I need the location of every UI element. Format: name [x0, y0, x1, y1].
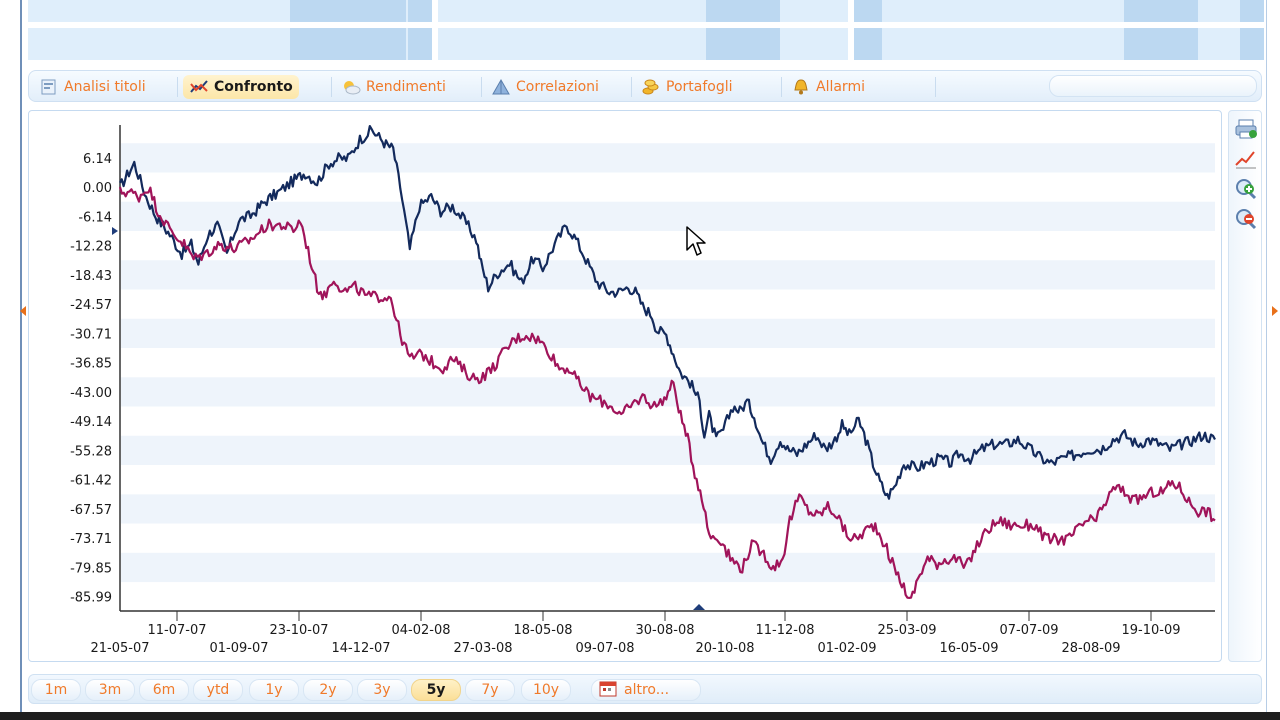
tab-correlazioni[interactable]: Correlazioni	[485, 75, 605, 99]
line-chart-icon[interactable]	[1234, 147, 1258, 171]
tab-allarmi[interactable]: Allarmi	[785, 75, 871, 99]
x-tick-label-lower: 14-12-07	[331, 641, 390, 656]
y-axis-marker-icon[interactable]	[112, 227, 118, 235]
tab-label: Correlazioni	[516, 79, 599, 95]
x-tick-label-upper: 23-10-07	[269, 623, 328, 638]
period-button-3m[interactable]: 3m	[85, 679, 135, 701]
period-button-1m[interactable]: 1m	[31, 679, 81, 701]
y-tick-label: -18.43	[70, 269, 112, 284]
x-tick-label-lower: 27-03-08	[453, 641, 512, 656]
chart-band	[121, 552, 1215, 583]
comparison-chart: 6.14 0.00 -6.14 -12.28 -18.43 -24.57 -30.71 -36…	[70, 125, 1216, 656]
document-chart-icon	[39, 78, 59, 96]
x-tick-label-upper: 18-05-08	[513, 623, 572, 638]
y-tick-label: -67.57	[70, 503, 112, 518]
tab-label: Portafogli	[666, 79, 733, 95]
y-tick-label: -55.28	[70, 444, 112, 459]
x-tick-label-upper: 30-08-08	[635, 623, 694, 638]
tab-bar: Analisi titoli Confronto Rendimenti Corr…	[28, 70, 1262, 102]
period-button-2y[interactable]: 2y	[303, 679, 353, 701]
x-tick-label-upper: 04-02-08	[391, 623, 450, 638]
period-button-10y[interactable]: 10y	[521, 679, 571, 701]
print-icon[interactable]	[1234, 117, 1258, 141]
y-tick-label: -12.28	[70, 240, 112, 255]
x-tick-label-lower: 21-05-07	[90, 641, 149, 656]
period-button-altro[interactable]: altro...	[591, 679, 701, 701]
y-tick-label: -36.85	[70, 357, 112, 372]
period-button-5y[interactable]: 5y	[411, 679, 461, 701]
left-collapse-arrow-icon[interactable]	[20, 306, 26, 316]
series-line-2	[118, 186, 1216, 599]
tab-label: Confronto	[214, 79, 293, 95]
tab-bar-search-box[interactable]	[1049, 75, 1257, 97]
x-tick-label-lower: 28-08-09	[1061, 641, 1120, 656]
period-button-7y[interactable]: 7y	[465, 679, 515, 701]
header-banner	[28, 0, 1264, 60]
left-edge-panel	[0, 0, 22, 712]
y-tick-label: -73.71	[70, 532, 112, 547]
y-tick-label: 0.00	[83, 181, 112, 196]
y-tick-label: 6.14	[83, 152, 112, 167]
y-tick-label: -30.71	[70, 327, 112, 342]
period-button-3y[interactable]: 3y	[357, 679, 407, 701]
period-selector-bar: 1m 3m 6m ytd 1y 2y 3y 5y 7y 10y altro...	[28, 674, 1262, 704]
calendar-icon	[598, 679, 618, 701]
x-tick-label-upper: 19-10-09	[1121, 623, 1180, 638]
zoom-out-icon[interactable]	[1234, 207, 1258, 231]
bottom-edge	[0, 712, 1280, 720]
y-tick-label: -85.99	[70, 591, 112, 606]
x-tick-label-upper: 11-07-07	[147, 623, 206, 638]
period-button-6m[interactable]: 6m	[139, 679, 189, 701]
mouse-cursor-icon	[686, 226, 706, 258]
pyramid-icon	[491, 78, 511, 96]
compare-lines-icon	[189, 78, 209, 96]
right-edge-panel	[1266, 0, 1280, 712]
tab-label: Analisi titoli	[64, 79, 146, 95]
x-tick-label-lower: 01-09-07	[209, 641, 268, 656]
y-tick-label: -43.00	[70, 386, 112, 401]
chart-panel: 6.14 0.00 -6.14 -12.28 -18.43 -24.57 -30.71 -36…	[28, 110, 1222, 662]
x-axis-marker-icon[interactable]	[693, 604, 705, 610]
y-tick-label: -49.14	[70, 415, 112, 430]
coins-icon	[641, 78, 661, 96]
series-line-1	[119, 125, 1216, 500]
chart-band	[121, 201, 1215, 231]
y-tick-label: -61.42	[70, 474, 112, 489]
y-tick-label: -79.85	[70, 561, 112, 576]
tab-label: Rendimenti	[366, 79, 446, 95]
chart-tools-rail	[1228, 110, 1262, 662]
right-collapse-arrow-icon[interactable]	[1272, 306, 1278, 316]
zoom-in-icon[interactable]	[1234, 177, 1258, 201]
tab-label: Allarmi	[816, 79, 865, 95]
bell-icon	[791, 78, 811, 96]
x-tick-label-lower: 16-05-09	[939, 641, 998, 656]
x-tick-label-lower: 09-07-08	[575, 641, 634, 656]
tab-confronto[interactable]: Confronto	[183, 75, 299, 99]
x-tick-label-lower: 01-02-09	[817, 641, 876, 656]
x-tick-label-upper: 07-07-09	[999, 623, 1058, 638]
sun-cloud-icon	[341, 78, 361, 96]
x-tick-label-upper: 11-12-08	[755, 623, 814, 638]
y-tick-label: -6.14	[78, 210, 112, 225]
tab-analisi-titoli[interactable]: Analisi titoli	[33, 75, 152, 99]
x-tick-label-lower: 20-10-08	[695, 641, 754, 656]
period-altro-label: altro...	[624, 682, 670, 698]
tab-rendimenti[interactable]: Rendimenti	[335, 75, 452, 99]
chart-band	[121, 494, 1215, 524]
y-tick-label: -24.57	[70, 298, 112, 313]
tab-portafogli[interactable]: Portafogli	[635, 75, 739, 99]
period-button-ytd[interactable]: ytd	[193, 679, 243, 701]
period-button-1y[interactable]: 1y	[249, 679, 299, 701]
x-tick-label-upper: 25-03-09	[877, 623, 936, 638]
chart-band	[121, 143, 1215, 173]
chart-band	[121, 260, 1215, 290]
